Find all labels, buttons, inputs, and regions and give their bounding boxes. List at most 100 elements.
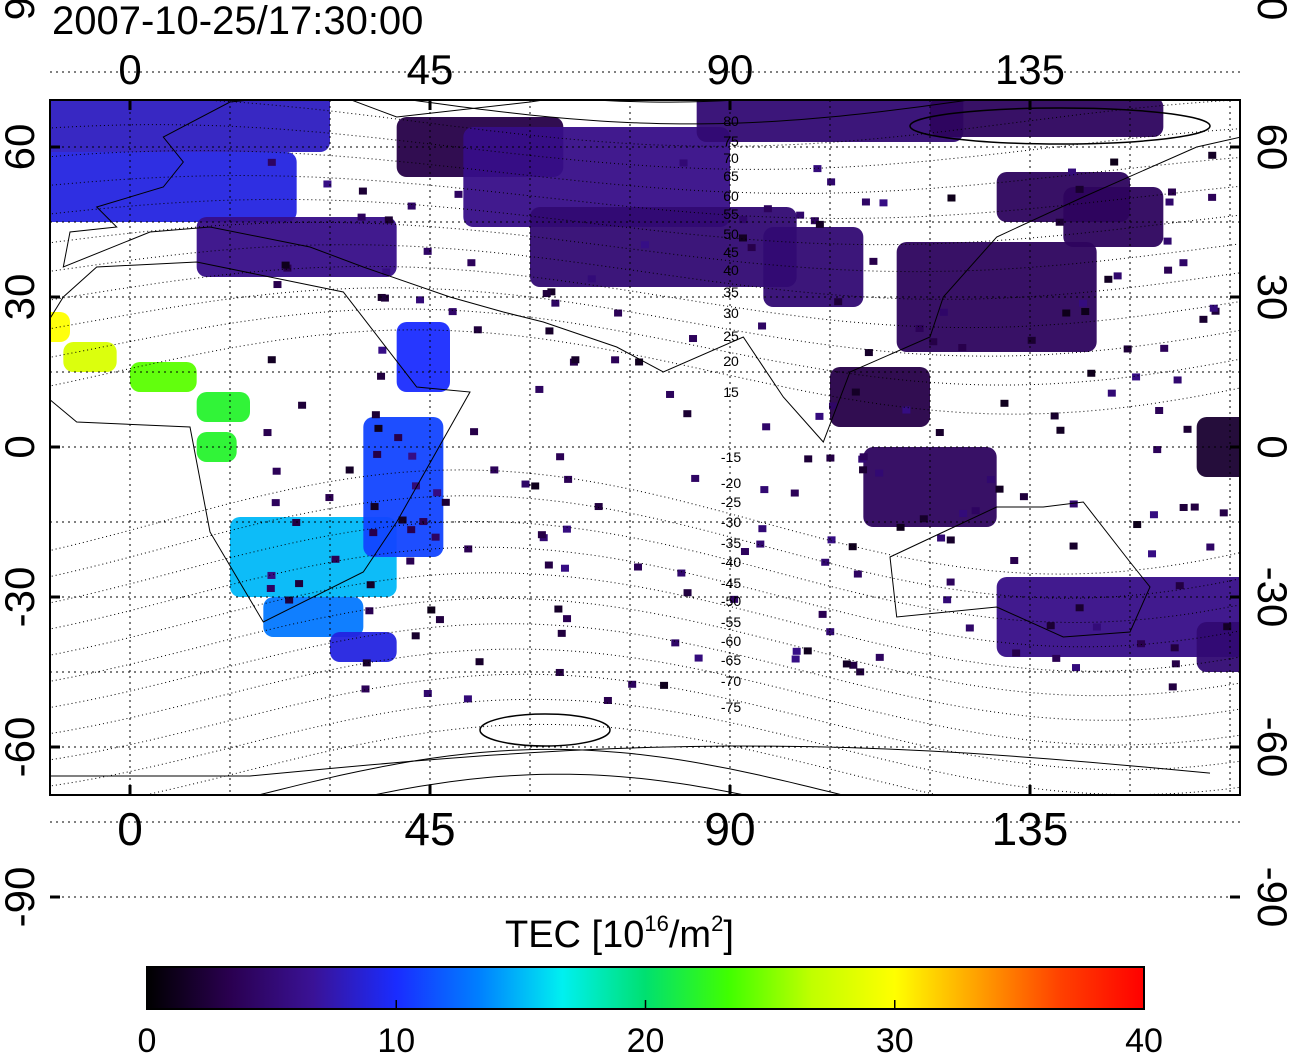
tec-cell [935,429,944,437]
contour-value-label: 15 [723,384,739,400]
colorbar-tick-label: 10 [377,1022,415,1057]
tec-cell [295,580,304,588]
contour-value-label: -50 [721,593,741,609]
tec-cell [1160,344,1169,352]
tec-cell [1149,511,1158,519]
tec-cell [545,327,554,335]
tec-cell [555,668,564,676]
tec-cell [1209,304,1218,312]
contour-value-label: 30 [723,305,739,321]
africa-coastline [50,261,471,623]
tec-cell [271,499,280,507]
tec-cell [1179,259,1188,267]
tec-cell [366,581,375,589]
tec-cell [50,100,330,152]
tec-cell [1196,417,1240,477]
tec-cell [266,584,275,592]
tec-cell [50,152,297,222]
tec-cell [986,476,995,484]
tec-cell [1027,336,1036,344]
tec-cell [551,299,560,307]
bottom-longitude-axis: 04590135180-135-90-45 [117,803,1292,855]
tec-cell [1137,640,1146,648]
tec-cell [996,172,1130,222]
tec-cell [813,165,822,173]
tec-cell [804,455,813,463]
tec-cell [851,388,860,396]
contour-line [256,748,845,795]
tec-cell [411,632,420,640]
bottom-lon-tick-label: 135 [992,803,1069,855]
tec-cell [758,525,767,533]
tec-cell [331,555,340,563]
tec-cell [671,639,680,647]
tec-cell [791,655,800,663]
tec-cell [435,616,444,624]
tec-cell [834,298,843,306]
tec-cell [530,207,797,287]
contour-value-label: -15 [721,449,741,465]
tec-cell [869,257,878,265]
tec-cell [1223,623,1232,631]
tec-cell [554,605,563,613]
tec-cell [411,482,420,490]
tec-cell [1163,237,1172,245]
colorbar-ticks: 0 10 20 30 40 [138,1000,1163,1057]
tec-cell [689,335,698,343]
tec-cell [1148,550,1157,558]
right-lat-tick-label: -60 [1249,717,1292,778]
tec-cell [738,234,747,242]
tec-cell [683,410,692,418]
colorbar-title: TEC [1016/m2] [505,911,734,956]
tec-cell [830,367,930,427]
contour-value-label: -60 [721,633,741,649]
tec-cell [370,503,379,511]
tec-cell [530,807,1063,827]
tec-cell [1092,623,1101,631]
tec-cell [1012,649,1021,657]
tec-cell [826,628,835,636]
right-lat-tick-label: 30 [1249,274,1292,321]
south-pole-contour [479,713,611,747]
tec-cell [1052,654,1061,662]
tec-cell [521,480,530,488]
tec-cell [864,349,873,357]
contour-value-label: -25 [721,494,741,510]
tec-cell [382,268,391,276]
tec-cell [995,485,1004,493]
tec-cell [827,536,836,544]
tec-cell [1208,193,1217,201]
bottom-lon-tick-label: 90 [704,803,755,855]
tec-cell [760,486,769,494]
tec-cell [560,564,569,572]
tec-cell [564,475,573,483]
tec-cell [423,247,432,255]
tec-cell [1179,503,1188,511]
right-lat-tick-label: 0 [1249,435,1292,458]
tec-cell [958,344,967,352]
tec-cell [267,356,276,364]
right-lat-tick-label: 90 [1249,0,1292,20]
tec-cell [556,453,565,461]
tec-cell [640,241,649,249]
tec-cell [396,322,450,392]
bottom-lon-tick-label: 45 [404,803,455,855]
colorbar: TEC [1016/m2] 0 10 20 30 40 [138,911,1163,1057]
tec-cell [859,466,868,474]
tec-cell [815,412,824,420]
contour-value-label: 20 [723,353,739,369]
tec-cell [965,624,974,632]
contour-value-label: -40 [721,554,741,570]
tec-cell [365,607,374,615]
tec-cell [398,516,407,524]
tec-cell [196,432,237,462]
colorbar-tick-label: 20 [627,1022,665,1057]
tec-cell [762,423,771,431]
contour-value-label: 65 [723,168,739,184]
top-lon-tick-label: 90 [707,46,754,93]
tec-cell [1079,299,1088,307]
tec-cell [747,244,756,252]
tec-cell [408,452,417,460]
